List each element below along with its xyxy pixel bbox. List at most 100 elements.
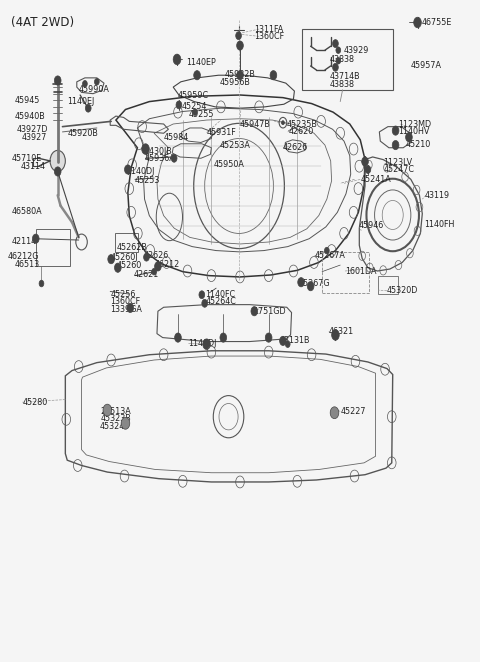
Circle shape (332, 330, 339, 340)
Text: 1430JB: 1430JB (144, 147, 172, 156)
Text: 43927: 43927 (22, 132, 47, 142)
Text: 21513A: 21513A (101, 407, 132, 416)
Circle shape (220, 333, 227, 342)
Text: 45945: 45945 (15, 96, 40, 105)
Circle shape (175, 333, 181, 342)
Text: 45931F: 45931F (206, 128, 236, 137)
Text: 43929: 43929 (344, 46, 370, 55)
Text: 45932B: 45932B (225, 70, 256, 79)
Circle shape (270, 71, 277, 80)
Text: 45262B: 45262B (117, 243, 148, 252)
Text: 45956B: 45956B (220, 78, 251, 87)
Text: 45210: 45210 (406, 140, 432, 149)
Text: 43114: 43114 (21, 162, 46, 171)
Text: 45957A: 45957A (411, 62, 442, 70)
Text: 45253A: 45253A (220, 141, 251, 150)
Circle shape (54, 76, 61, 85)
Text: 45947B: 45947B (240, 120, 271, 128)
Circle shape (127, 303, 133, 312)
Text: 1140FC: 1140FC (205, 289, 236, 299)
Text: 43927D: 43927D (17, 125, 48, 134)
Circle shape (324, 248, 329, 254)
Text: 45255: 45255 (189, 110, 215, 118)
Circle shape (336, 47, 341, 54)
Circle shape (265, 333, 272, 342)
Text: 45324: 45324 (99, 422, 124, 431)
Text: 42620: 42620 (288, 127, 313, 136)
Circle shape (203, 339, 210, 350)
Circle shape (173, 54, 181, 65)
Circle shape (115, 263, 121, 272)
Circle shape (298, 277, 304, 287)
Text: 43714B: 43714B (330, 72, 360, 81)
Text: 45254: 45254 (182, 103, 207, 111)
Text: 1123LV: 1123LV (383, 158, 412, 167)
Text: 45260: 45260 (117, 261, 142, 270)
Text: 45260J: 45260J (110, 254, 138, 262)
Text: 45280: 45280 (23, 398, 48, 406)
Circle shape (202, 299, 207, 307)
Text: 43838: 43838 (330, 80, 355, 89)
Text: 45264C: 45264C (205, 297, 237, 307)
Bar (115, 234, 138, 252)
Circle shape (392, 140, 399, 150)
Text: 1339GA: 1339GA (110, 305, 142, 314)
Text: 45990A: 45990A (79, 85, 109, 93)
Text: 43131B: 43131B (279, 336, 310, 345)
Circle shape (95, 79, 99, 85)
Text: 45323B: 45323B (101, 414, 132, 423)
Text: 1140DJ: 1140DJ (189, 339, 217, 348)
Circle shape (108, 254, 115, 263)
Text: 1360CF: 1360CF (254, 32, 285, 41)
Text: 46755E: 46755E (421, 18, 452, 27)
Bar (302, 29, 393, 90)
Circle shape (54, 167, 61, 176)
Text: 1751GD: 1751GD (253, 307, 286, 316)
Circle shape (392, 126, 399, 135)
Text: 45267A: 45267A (314, 252, 345, 260)
Text: 45940B: 45940B (15, 112, 46, 120)
Text: 42114: 42114 (12, 237, 37, 246)
Text: 42621: 42621 (134, 271, 159, 279)
Circle shape (414, 17, 421, 28)
Circle shape (237, 71, 243, 80)
Circle shape (365, 166, 371, 173)
Text: 45235B: 45235B (287, 120, 318, 128)
Circle shape (142, 144, 149, 154)
Text: 45946: 45946 (359, 221, 384, 230)
Text: (4AT 2WD): (4AT 2WD) (11, 16, 74, 29)
Text: 42626: 42626 (283, 143, 308, 152)
Circle shape (362, 157, 368, 166)
Text: 46580A: 46580A (12, 207, 43, 216)
Text: 1311FA: 1311FA (254, 24, 284, 34)
Text: 45950A: 45950A (214, 160, 245, 169)
Circle shape (152, 268, 156, 275)
Text: 45936A: 45936A (144, 154, 175, 164)
Circle shape (280, 336, 286, 346)
Text: 45984: 45984 (164, 133, 189, 142)
Text: 1123MD: 1123MD (398, 120, 432, 128)
Circle shape (83, 81, 87, 87)
Text: 45267G: 45267G (298, 279, 330, 288)
Text: 45710E: 45710E (12, 154, 42, 163)
Text: 1140FH: 1140FH (424, 220, 455, 228)
Text: 45253: 45253 (135, 176, 160, 185)
Text: 1140EP: 1140EP (187, 58, 216, 67)
Circle shape (124, 165, 131, 174)
Circle shape (285, 341, 290, 348)
Circle shape (237, 41, 243, 50)
Circle shape (406, 132, 412, 142)
Text: 1140EJ: 1140EJ (67, 97, 95, 106)
Text: 42626: 42626 (144, 252, 169, 260)
Text: 45227: 45227 (340, 407, 366, 416)
Text: 45247C: 45247C (383, 165, 414, 174)
Circle shape (336, 58, 341, 64)
Circle shape (194, 71, 200, 80)
Circle shape (199, 291, 204, 299)
Text: 43838: 43838 (330, 55, 355, 64)
Text: 46212G: 46212G (8, 252, 39, 261)
Text: 1140HV: 1140HV (398, 127, 430, 136)
Circle shape (144, 253, 149, 261)
Circle shape (39, 280, 44, 287)
Text: 1360CF: 1360CF (110, 297, 140, 306)
